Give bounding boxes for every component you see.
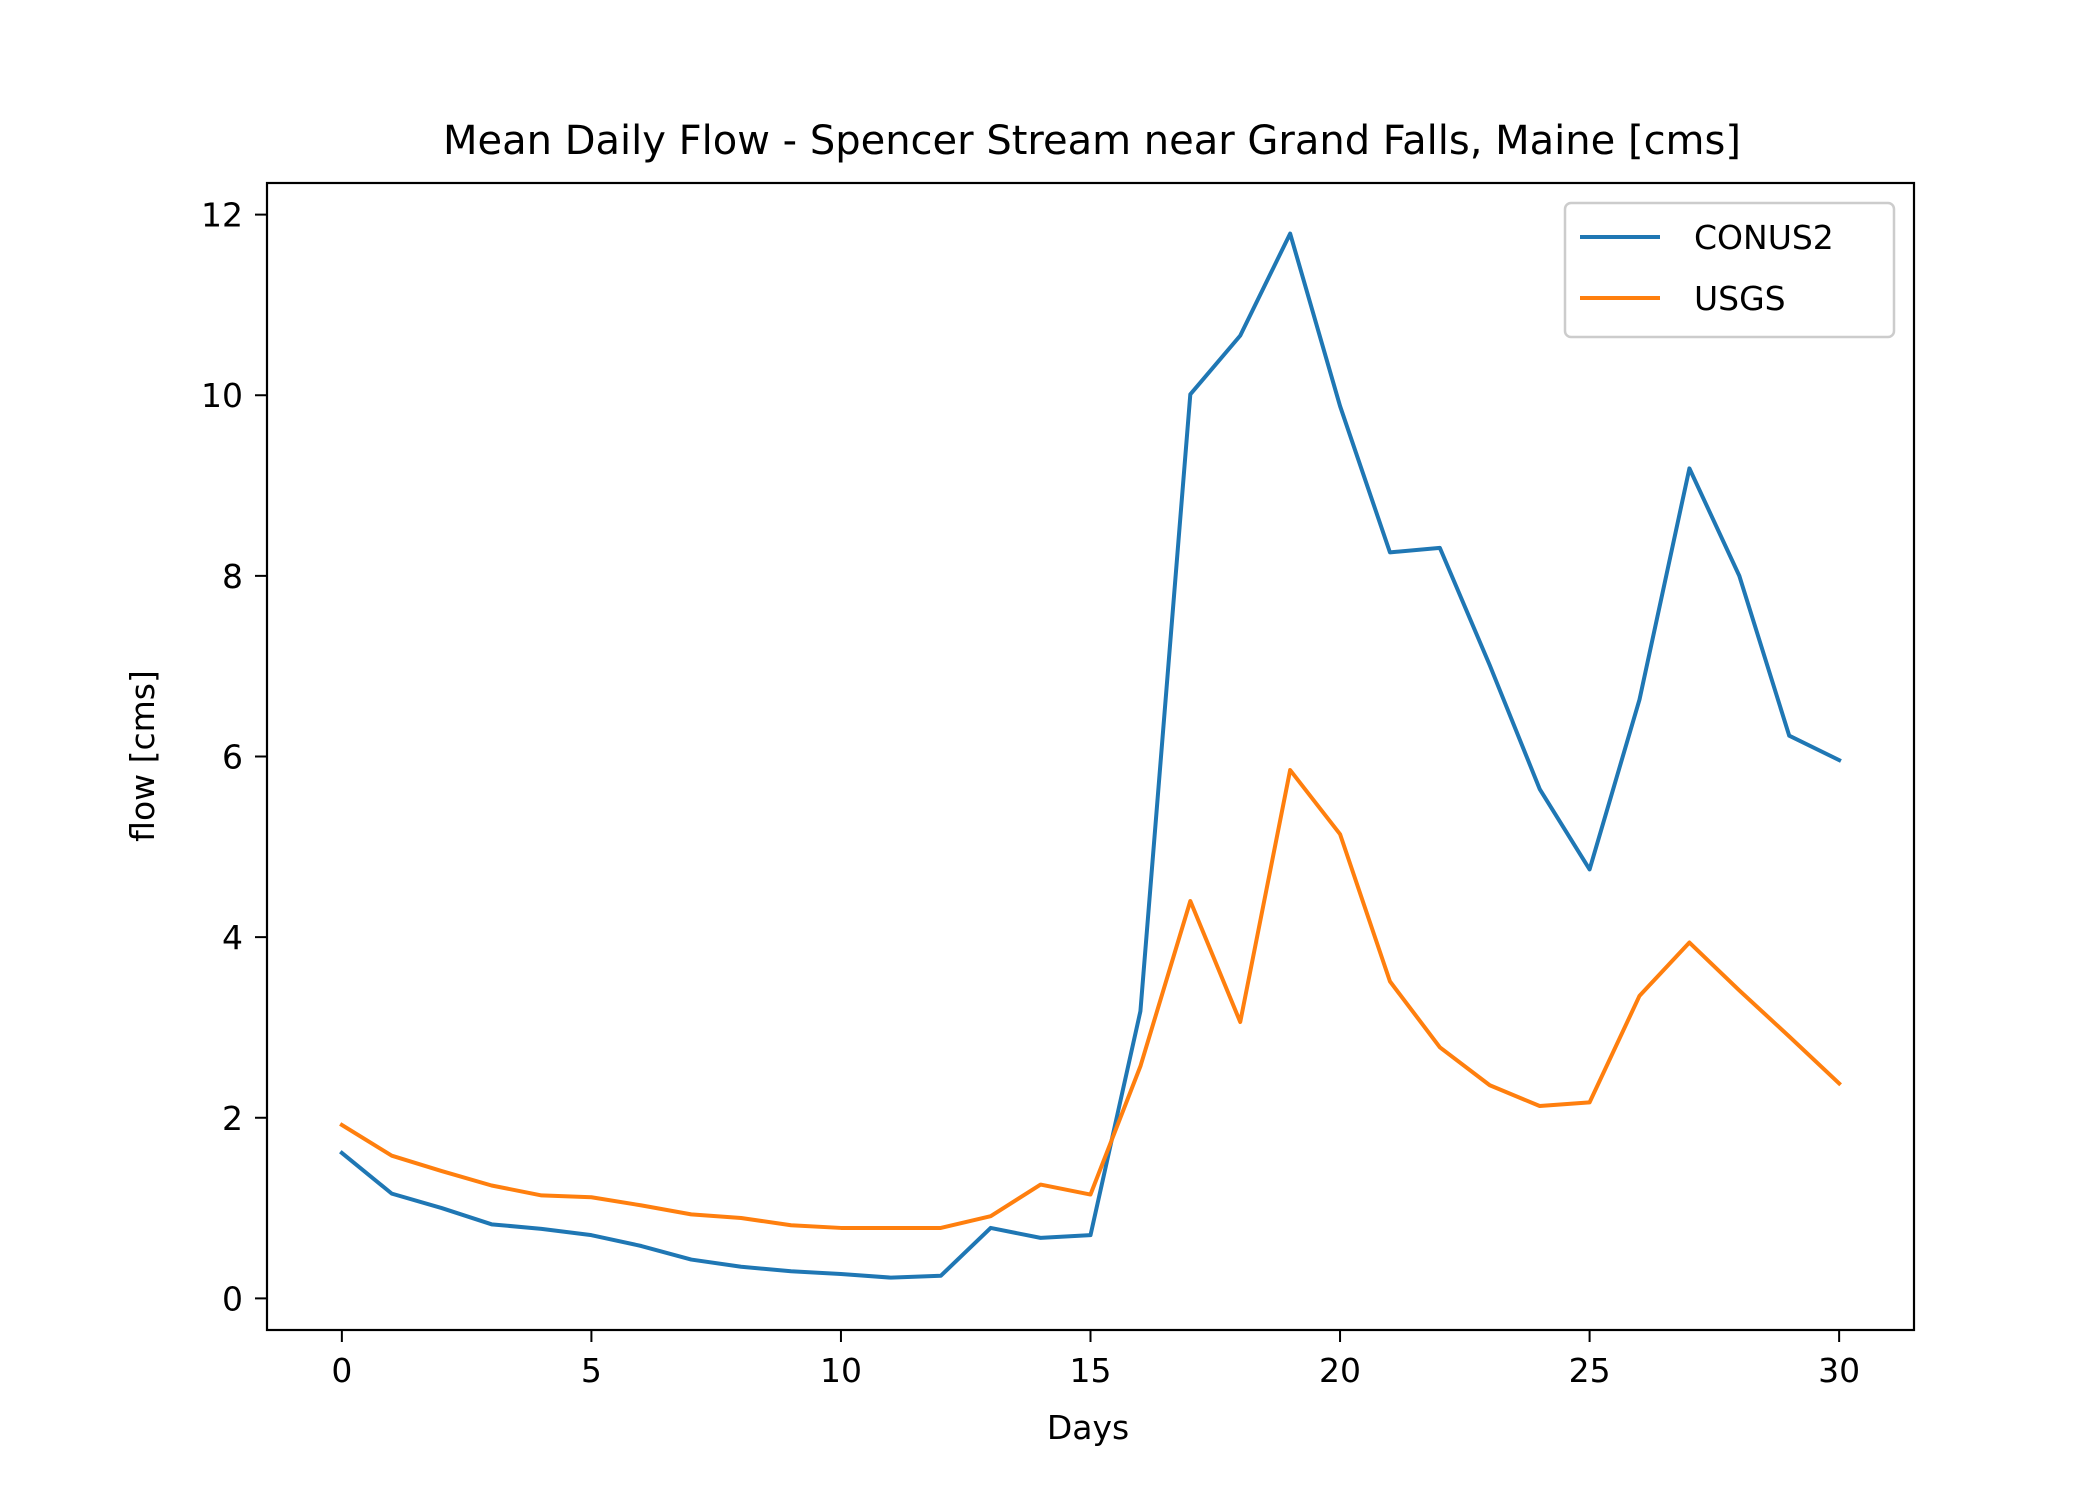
- y-tick-label: 0: [222, 1279, 243, 1318]
- x-tick-label: 10: [820, 1351, 862, 1390]
- y-axis-label: flow [cms]: [123, 670, 162, 842]
- y-tick-label: 4: [222, 918, 243, 957]
- y-tick-label: 6: [222, 738, 243, 777]
- x-tick-label: 25: [1569, 1351, 1611, 1390]
- chart-title: Mean Daily Flow - Spencer Stream near Gr…: [443, 118, 1741, 164]
- axes-layer: 0 5 10 15 20 25 30 0 2 4 6 8 10 12: [201, 181, 1916, 1390]
- x-tick-label: 5: [581, 1351, 602, 1390]
- x-tick-label: 15: [1070, 1351, 1112, 1390]
- x-tick-label: 0: [331, 1351, 352, 1390]
- legend-label-usgs: USGS: [1694, 279, 1786, 318]
- x-axis-label: Days: [1047, 1408, 1129, 1447]
- x-tick-label: 20: [1319, 1351, 1361, 1390]
- y-tick-label: 2: [222, 1099, 243, 1138]
- legend: CONUS2 USGS: [1563, 201, 1896, 339]
- plot-background: [267, 183, 1914, 1330]
- series-line-conus2: [339, 231, 1842, 1280]
- plot-area: [267, 183, 1914, 1330]
- y-tick-label: 8: [222, 557, 243, 596]
- legend-label-conus2: CONUS2: [1694, 218, 1834, 257]
- series-layer: [339, 231, 1842, 1280]
- series-line-usgs: [339, 768, 1842, 1230]
- y-tick-label: 10: [201, 376, 243, 415]
- y-tick-label: 12: [201, 196, 243, 235]
- x-tick-label: 30: [1818, 1351, 1860, 1390]
